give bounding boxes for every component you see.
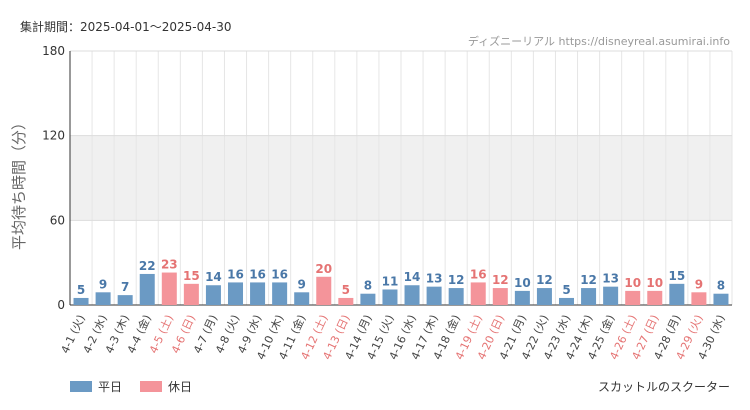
bar xyxy=(448,288,464,305)
bar xyxy=(294,292,310,305)
value-label: 14 xyxy=(205,270,222,284)
value-label: 22 xyxy=(139,259,156,273)
bar xyxy=(647,290,663,305)
value-label: 15 xyxy=(668,269,685,283)
y-tick-label: 120 xyxy=(42,129,65,143)
value-label: 13 xyxy=(426,272,443,286)
y-tick-label: 0 xyxy=(57,298,65,312)
value-label: 12 xyxy=(492,273,509,287)
value-label: 9 xyxy=(298,277,306,291)
value-label: 14 xyxy=(404,270,421,284)
period-label: 集計期間：2025-04-01～2025-04-30 xyxy=(20,20,232,34)
bar xyxy=(603,286,619,305)
bar xyxy=(713,293,729,305)
bar xyxy=(139,273,155,305)
bar xyxy=(382,289,398,305)
bar xyxy=(272,282,288,305)
legend-item-holiday: 休日 xyxy=(140,378,192,395)
bar xyxy=(404,285,420,305)
bar xyxy=(183,283,199,305)
value-label: 20 xyxy=(315,262,332,276)
legend-label-weekday: 平日 xyxy=(98,380,123,394)
value-label: 11 xyxy=(382,274,399,288)
value-label: 5 xyxy=(562,283,570,297)
value-label: 5 xyxy=(77,283,85,297)
value-label: 12 xyxy=(536,273,553,287)
value-label: 16 xyxy=(249,267,266,281)
value-label: 12 xyxy=(580,273,597,287)
legend-swatch-holiday xyxy=(140,381,163,392)
value-label: 23 xyxy=(161,258,178,272)
value-label: 12 xyxy=(448,273,465,287)
bar xyxy=(205,285,221,305)
y-tick-label: 180 xyxy=(42,44,65,58)
bar xyxy=(360,293,376,305)
bar xyxy=(558,297,575,305)
bar xyxy=(625,290,641,305)
bar xyxy=(669,283,685,305)
bar xyxy=(514,290,530,305)
bar xyxy=(316,276,332,305)
bar xyxy=(73,297,89,305)
bar xyxy=(691,292,707,305)
bar xyxy=(117,295,133,305)
value-label: 16 xyxy=(470,267,487,281)
bar xyxy=(338,297,354,305)
value-label: 8 xyxy=(717,279,725,293)
value-label: 13 xyxy=(602,272,619,286)
bar xyxy=(470,282,486,305)
legend-label-holiday: 休日 xyxy=(168,380,193,394)
value-label: 9 xyxy=(99,277,107,291)
y-tick-label: 60 xyxy=(50,213,65,227)
bar xyxy=(536,288,552,305)
value-label: 15 xyxy=(183,269,200,283)
bar xyxy=(426,286,442,305)
value-label: 8 xyxy=(364,279,372,293)
value-label: 10 xyxy=(624,276,641,290)
value-label: 10 xyxy=(514,276,531,290)
legend-swatch-weekday xyxy=(70,381,92,392)
bar xyxy=(95,292,111,305)
legend-item-weekday: 平日 xyxy=(70,378,122,395)
source-credit: ディズニーリアル https://disneyreal.asumirai.inf… xyxy=(467,35,730,48)
value-label: 16 xyxy=(227,267,244,281)
value-label: 10 xyxy=(646,276,663,290)
value-label: 5 xyxy=(342,283,350,297)
value-label: 7 xyxy=(121,280,129,294)
value-label: 16 xyxy=(271,267,288,281)
bar xyxy=(492,288,508,305)
bar xyxy=(227,282,244,305)
attraction-name: スカットルのスクーター xyxy=(597,380,730,394)
bar xyxy=(581,288,597,305)
bar xyxy=(161,272,177,305)
legend: 平日 休日 xyxy=(70,378,202,395)
value-label: 9 xyxy=(695,277,703,291)
bar xyxy=(250,282,266,305)
